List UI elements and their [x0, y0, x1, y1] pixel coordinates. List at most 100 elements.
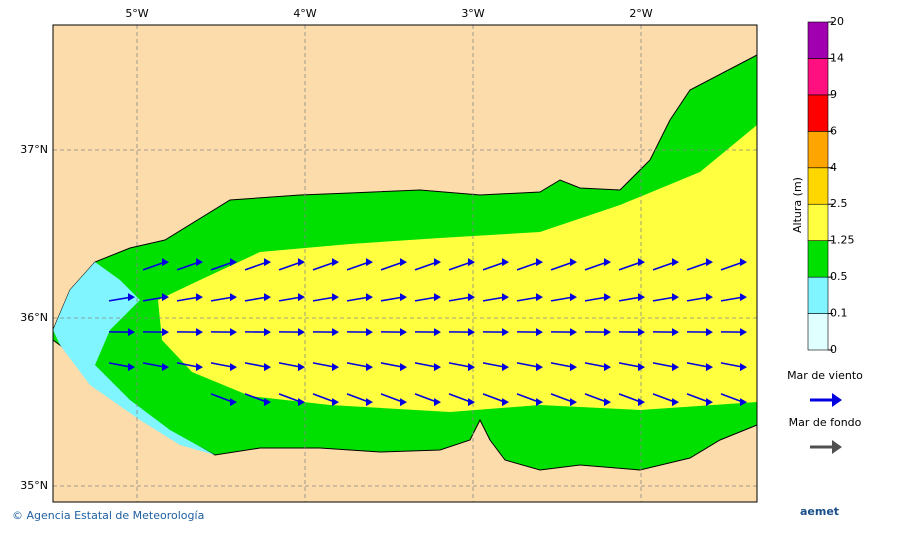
arrowhead [196, 293, 203, 302]
arrow [346, 261, 370, 271]
arrowhead [400, 293, 407, 302]
colorbar-segment [807, 203, 829, 241]
arrowhead [672, 328, 679, 337]
colorbar-label: 9 [830, 88, 837, 101]
arrow [482, 393, 506, 403]
sea-yellow [158, 125, 757, 412]
logo: aemet [800, 505, 839, 518]
arrow [550, 362, 574, 368]
arrowhead [502, 293, 509, 302]
arrowhead [706, 258, 713, 267]
arrow [414, 296, 438, 302]
arrowhead [230, 398, 237, 407]
colorbar-label: 0.5 [830, 270, 848, 283]
arrowhead [162, 328, 169, 337]
arrowhead [264, 293, 271, 302]
arrowhead [434, 293, 441, 302]
colorbar-label: 0 [830, 343, 837, 356]
arrow [380, 261, 404, 271]
arrow [482, 296, 506, 302]
arrowhead [672, 258, 679, 267]
arrowhead [740, 363, 747, 372]
arrow [618, 296, 642, 302]
colorbar-segment [807, 21, 829, 59]
legend-label: Mar de fondo [789, 416, 862, 429]
colorbar-label: 2.5 [830, 197, 848, 210]
arrowhead [332, 293, 339, 302]
arrowhead [230, 258, 237, 267]
arrowhead [230, 293, 237, 302]
arrowhead [604, 293, 611, 302]
arrow [210, 393, 234, 403]
arrowhead [536, 328, 543, 337]
arrowhead [706, 328, 713, 337]
arrow [720, 393, 744, 403]
arrowhead [162, 363, 169, 372]
legend-label: Mar de viento [787, 369, 863, 382]
arrowhead [264, 363, 271, 372]
arrowhead [638, 258, 645, 267]
arrow [346, 393, 370, 403]
wind-arrows [108, 258, 747, 407]
colorbar-label: 20 [830, 15, 844, 28]
arrowhead [196, 258, 203, 267]
arrow [312, 362, 336, 368]
arrow [312, 261, 336, 271]
arrow [244, 261, 268, 271]
arrow [176, 362, 200, 368]
arrowhead [740, 328, 747, 337]
arrowhead [468, 258, 475, 267]
arrowhead [264, 328, 271, 337]
arrow [414, 362, 438, 368]
arrowhead [706, 398, 713, 407]
colorbar-segment [807, 240, 829, 278]
arrowhead [740, 293, 747, 302]
arrowhead [400, 363, 407, 372]
arrow [108, 296, 132, 302]
arrowhead [298, 398, 305, 407]
arrow [210, 362, 234, 368]
arrowhead [298, 363, 305, 372]
arrowhead [638, 293, 645, 302]
colorbar-segment [807, 94, 829, 132]
arrowhead [468, 293, 475, 302]
arrow [142, 362, 166, 368]
arrowhead [128, 328, 135, 337]
arrow [584, 261, 608, 271]
arrowhead [128, 363, 135, 372]
arrowhead [502, 328, 509, 337]
arrow [312, 296, 336, 302]
arrow [278, 393, 302, 403]
lat-label: 37°N [20, 143, 48, 156]
colorbar-segment [807, 276, 829, 314]
arrow [108, 362, 132, 368]
arrowhead [230, 328, 237, 337]
arrowhead [706, 293, 713, 302]
arrowhead [162, 293, 169, 302]
arrowhead [536, 258, 543, 267]
arrowhead [570, 398, 577, 407]
arrowhead [638, 363, 645, 372]
arrowhead [332, 258, 339, 267]
arrow [176, 261, 200, 271]
arrowhead [468, 363, 475, 372]
arrow [550, 393, 574, 403]
arrowhead [196, 328, 203, 337]
arrow [516, 261, 540, 271]
arrow [550, 296, 574, 302]
arrow [720, 296, 744, 302]
arrow [448, 393, 472, 403]
arrowhead [264, 398, 271, 407]
arrowhead [604, 363, 611, 372]
arrowhead [502, 363, 509, 372]
arrowhead [230, 363, 237, 372]
colorbar-label: 14 [830, 51, 844, 64]
arrow [550, 261, 574, 271]
arrow [346, 362, 370, 368]
arrow [448, 261, 472, 271]
arrowhead [570, 363, 577, 372]
arrow [448, 362, 472, 368]
arrow [720, 362, 744, 368]
colorbar-segment [807, 131, 829, 169]
arrowhead [740, 258, 747, 267]
